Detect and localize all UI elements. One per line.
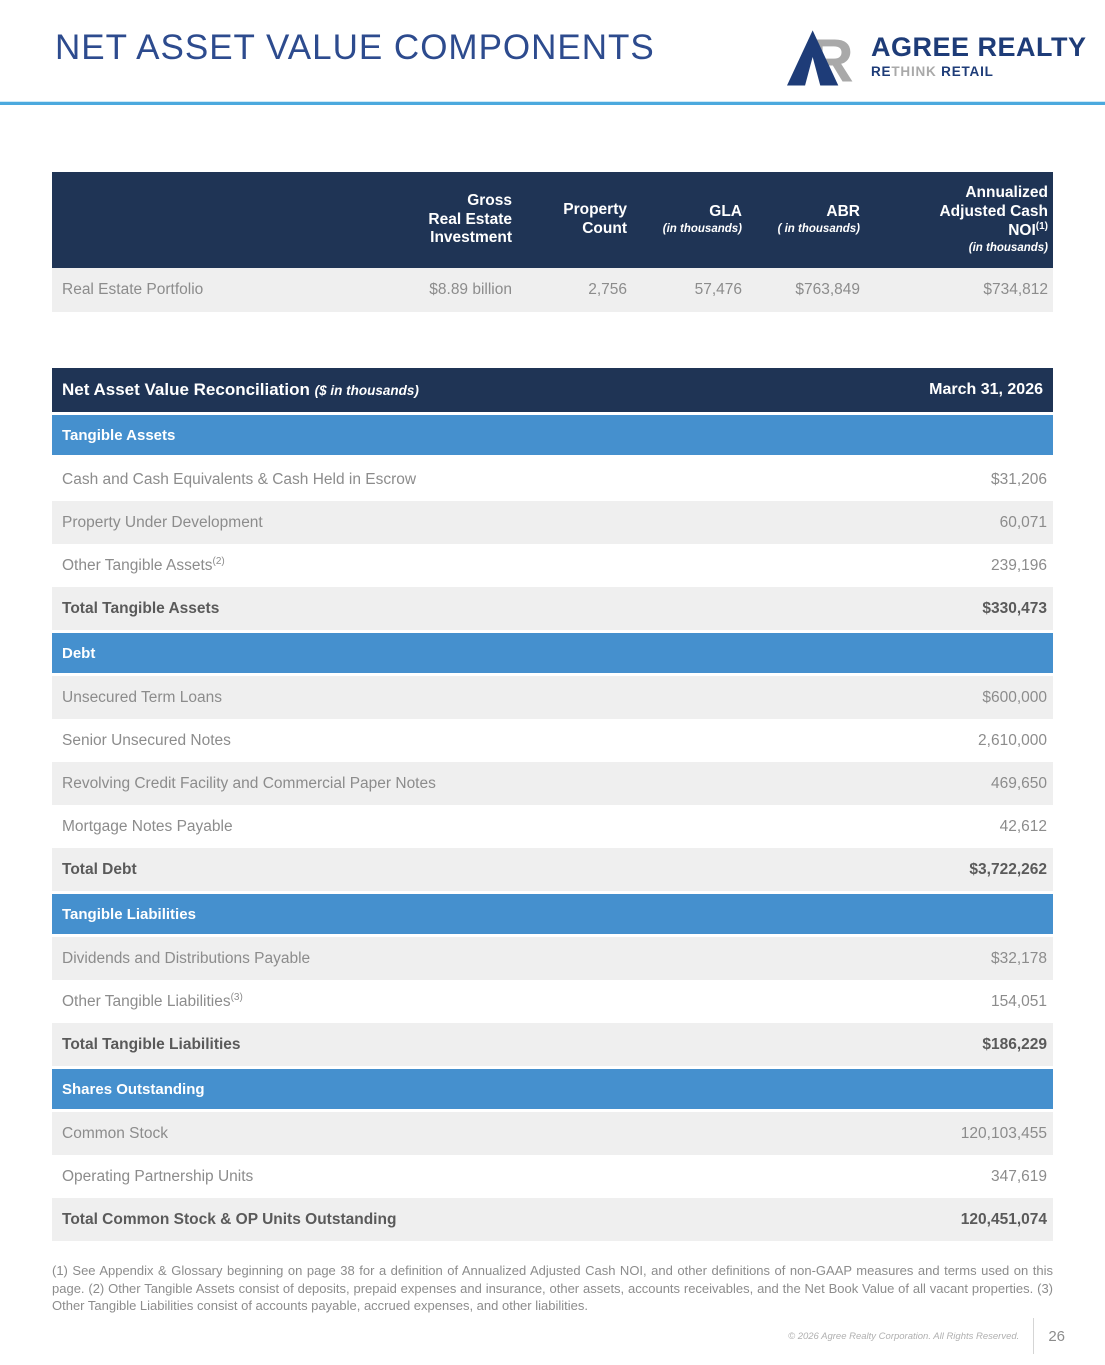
portfolio-table-header: Gross Real Estate Investment Property Co… xyxy=(52,172,1053,268)
row-value: 120,451,074 xyxy=(960,1210,1047,1228)
header-divider xyxy=(0,101,1105,105)
table-row: Other Tangible Liabilities(3) 154,051 xyxy=(52,980,1053,1023)
copyright: © 2026 Agree Realty Corporation. All Rig… xyxy=(788,1330,1020,1342)
row-label: Total Tangible Assets xyxy=(62,599,220,617)
row-label: Real Estate Portfolio xyxy=(62,281,204,298)
table-row: Dividends and Distributions Payable $32,… xyxy=(52,937,1053,980)
row-label: Property Under Development xyxy=(62,513,263,531)
agree-realty-monogram-icon: R xyxy=(787,26,863,95)
table-row: Senior Unsecured Notes 2,610,000 xyxy=(52,719,1053,762)
table-row-total: Total Common Stock & OP Units Outstandin… xyxy=(52,1198,1053,1241)
cell-gross-investment: $8.89 billion xyxy=(429,281,512,298)
col-header-noi: Annualized Adjusted Cash NOI(1) (in thou… xyxy=(939,184,1048,254)
cell-noi: $734,812 xyxy=(983,281,1048,298)
row-value: 347,619 xyxy=(990,1167,1047,1185)
col-header-abr: ABR ( in thousands) xyxy=(777,203,860,235)
row-label: Revolving Credit Facility and Commercial… xyxy=(62,774,436,792)
cell-gla: 57,476 xyxy=(694,281,742,298)
table-row: Common Stock 120,103,455 xyxy=(52,1112,1053,1155)
row-value: 154,051 xyxy=(990,992,1047,1010)
nav-reconciliation-table: Net Asset Value Reconciliation ($ in tho… xyxy=(52,368,1053,1241)
section-bar-tangible-assets: Tangible Assets xyxy=(52,415,1053,455)
brand-name: AGREE REALTY xyxy=(871,32,1087,62)
row-label: Operating Partnership Units xyxy=(62,1167,254,1185)
row-label: Cash and Cash Equivalents & Cash Held in… xyxy=(62,470,417,488)
row-label: Senior Unsecured Notes xyxy=(62,731,231,749)
page-footer: © 2026 Agree Realty Corporation. All Rig… xyxy=(788,1318,1065,1354)
nav-table-title: Net Asset Value Reconciliation ($ in tho… xyxy=(62,380,419,399)
table-row: Operating Partnership Units 347,619 xyxy=(52,1155,1053,1198)
table-row-total: Total Tangible Assets $330,473 xyxy=(52,587,1053,630)
cell-property-count: 2,756 xyxy=(588,281,627,298)
col-header-property-count: Property Count xyxy=(563,201,627,237)
table-row: Other Tangible Assets(2) 239,196 xyxy=(52,544,1053,587)
brand-logo: R AGREE REALTY RETHINK RETAIL xyxy=(787,26,1087,95)
portfolio-table-row: Real Estate Portfolio $8.89 billion 2,75… xyxy=(52,268,1053,312)
table-row: Cash and Cash Equivalents & Cash Held in… xyxy=(52,458,1053,501)
cell-abr: $763,849 xyxy=(795,281,860,298)
row-value: 120,103,455 xyxy=(960,1124,1047,1142)
row-label: Other Tangible Assets(2) xyxy=(62,555,225,574)
row-value: 239,196 xyxy=(990,556,1047,574)
table-row: Mortgage Notes Payable 42,612 xyxy=(52,805,1053,848)
row-label: Unsecured Term Loans xyxy=(62,688,222,706)
row-label: Total Debt xyxy=(62,860,137,878)
row-value: 2,610,000 xyxy=(978,731,1047,749)
row-label: Total Common Stock & OP Units Outstandin… xyxy=(62,1210,397,1228)
table-row: Revolving Credit Facility and Commercial… xyxy=(52,762,1053,805)
row-label: Other Tangible Liabilities(3) xyxy=(62,991,243,1010)
footer-divider xyxy=(1033,1318,1035,1354)
col-header-gla: GLA (in thousands) xyxy=(662,203,742,235)
footnotes: (1) See Appendix & Glossary beginning on… xyxy=(52,1263,1053,1314)
row-label: Mortgage Notes Payable xyxy=(62,817,233,835)
section-bar-debt: Debt xyxy=(52,633,1053,673)
row-value: 60,071 xyxy=(999,513,1047,531)
section-bar-tangible-liabilities: Tangible Liabilities xyxy=(52,894,1053,934)
table-row-total: Total Debt $3,722,262 xyxy=(52,848,1053,891)
row-value: $600,000 xyxy=(982,688,1047,706)
col-header-gross-investment: Gross Real Estate Investment xyxy=(428,191,512,247)
row-value: $32,178 xyxy=(990,949,1047,967)
nav-table-header: Net Asset Value Reconciliation ($ in tho… xyxy=(52,368,1053,412)
row-value: $330,473 xyxy=(982,599,1047,617)
row-value: $186,229 xyxy=(982,1035,1047,1053)
portfolio-table: Gross Real Estate Investment Property Co… xyxy=(52,172,1053,312)
table-row: Property Under Development 60,071 xyxy=(52,501,1053,544)
row-value: $31,206 xyxy=(990,470,1047,488)
row-value: 42,612 xyxy=(999,817,1047,835)
page-number: 26 xyxy=(1048,1327,1065,1345)
row-label: Common Stock xyxy=(62,1124,168,1142)
row-value: $3,722,262 xyxy=(969,860,1047,878)
row-value: 469,650 xyxy=(990,774,1047,792)
nav-table-date: March 31, 2026 xyxy=(929,381,1043,398)
row-label: Total Tangible Liabilities xyxy=(62,1035,241,1053)
page-title: NET ASSET VALUE COMPONENTS xyxy=(55,28,655,67)
brand-text: AGREE REALTY RETHINK RETAIL xyxy=(871,26,1087,80)
brand-tagline: RETHINK RETAIL xyxy=(871,64,994,79)
section-bar-shares-outstanding: Shares Outstanding xyxy=(52,1069,1053,1109)
row-label: Dividends and Distributions Payable xyxy=(62,949,311,967)
table-row-total: Total Tangible Liabilities $186,229 xyxy=(52,1023,1053,1066)
table-row: Unsecured Term Loans $600,000 xyxy=(52,676,1053,719)
